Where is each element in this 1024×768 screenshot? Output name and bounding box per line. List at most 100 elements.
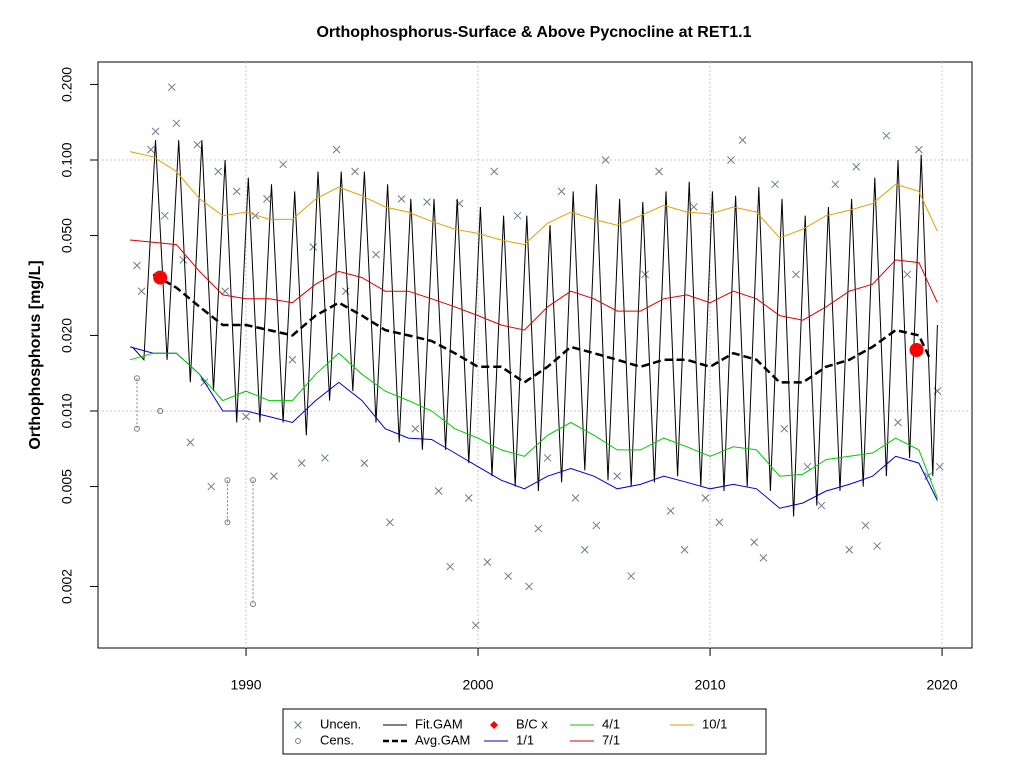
y-tick-label: 0.020	[59, 318, 75, 353]
data-point	[309, 243, 318, 251]
data-point	[852, 162, 861, 171]
x-tick-label: 2000	[462, 677, 493, 693]
data-point	[613, 472, 622, 481]
data-point	[701, 494, 710, 502]
data-point	[715, 518, 724, 527]
chart-title: Orthophosphorus-Surface & Above Pycnocli…	[316, 24, 751, 41]
data-point	[909, 342, 924, 357]
data-point	[873, 542, 881, 550]
data-point	[759, 553, 768, 562]
legend-symbol	[294, 721, 302, 729]
data-point	[882, 131, 891, 140]
legend-label: Fit.GAM	[415, 716, 463, 731]
data-point	[137, 287, 146, 296]
legend-label: 4/1	[602, 716, 620, 731]
data-point	[780, 424, 789, 433]
data-point	[249, 477, 256, 484]
data-point	[483, 558, 492, 566]
data-point	[232, 187, 241, 196]
plot-frame	[97, 61, 973, 649]
x-tick-label: 2020	[926, 677, 957, 693]
data-point	[915, 145, 923, 154]
data-point	[534, 524, 543, 533]
legend-symbol	[295, 738, 301, 744]
data-point	[924, 472, 933, 481]
data-point	[263, 195, 271, 203]
data-point	[186, 438, 195, 447]
data-point	[207, 482, 216, 491]
data-point	[179, 256, 188, 264]
data-point	[903, 270, 912, 279]
data-point	[214, 167, 223, 176]
data-point	[133, 425, 140, 432]
data-point	[249, 601, 256, 608]
legend-label: 1/1	[516, 732, 534, 747]
data-point	[167, 83, 176, 92]
data-point	[680, 545, 689, 554]
y-tick-label: 0.002	[59, 569, 75, 604]
data-point	[341, 287, 350, 296]
data-point	[321, 454, 329, 462]
data-point	[446, 562, 455, 571]
legend-label: Avg.GAM	[415, 732, 470, 747]
y-tick-label: 0.100	[59, 142, 75, 177]
series-line	[131, 140, 938, 517]
legend-symbol	[490, 721, 498, 729]
y-tick-label: 0.200	[59, 67, 75, 102]
series-line	[129, 239, 938, 331]
data-point	[153, 270, 168, 285]
data-point	[251, 211, 260, 220]
data-point	[133, 375, 140, 382]
data-point	[160, 211, 169, 220]
data-point	[133, 261, 141, 270]
data-point	[525, 582, 533, 591]
data-point	[360, 459, 369, 467]
data-point	[655, 167, 663, 176]
data-point	[817, 501, 826, 510]
data-point	[627, 572, 636, 580]
data-point	[157, 407, 164, 414]
data-point	[351, 167, 359, 176]
data-point	[845, 545, 854, 554]
data-point	[727, 156, 735, 164]
data-point	[771, 180, 779, 189]
data-point	[434, 487, 443, 495]
data-point	[557, 187, 566, 196]
data-point	[242, 412, 250, 421]
data-point	[504, 572, 513, 580]
x-tick-label: 1990	[230, 677, 261, 693]
series-line	[129, 346, 938, 509]
data-point	[147, 145, 155, 154]
data-point	[471, 621, 480, 630]
data-point	[861, 521, 870, 530]
data-point	[288, 355, 297, 364]
data-point	[592, 521, 601, 530]
series-line	[129, 352, 938, 499]
legend-label: 10/1	[702, 716, 727, 731]
series-line	[129, 151, 938, 246]
data-point	[270, 472, 278, 481]
data-point	[151, 127, 160, 136]
data-point	[372, 250, 380, 259]
legend-box	[282, 708, 767, 755]
data-point	[750, 538, 758, 547]
legend-label: Cens.	[320, 732, 354, 747]
data-point	[411, 424, 420, 433]
data-point	[571, 494, 580, 502]
data-point	[792, 270, 800, 279]
y-tick-label: 0.010	[59, 393, 75, 428]
data-point	[803, 462, 812, 471]
data-point	[297, 459, 306, 467]
data-point	[386, 518, 394, 527]
x-tick-label: 2010	[694, 677, 725, 693]
data-point	[641, 270, 649, 279]
data-point	[490, 167, 499, 176]
legend-label: 7/1	[602, 732, 620, 747]
data-point	[513, 211, 522, 220]
data-point	[423, 198, 431, 206]
data-point	[738, 136, 747, 144]
y-tick-label: 0.005	[59, 469, 75, 504]
data-point	[831, 180, 840, 189]
data-point	[221, 287, 229, 296]
